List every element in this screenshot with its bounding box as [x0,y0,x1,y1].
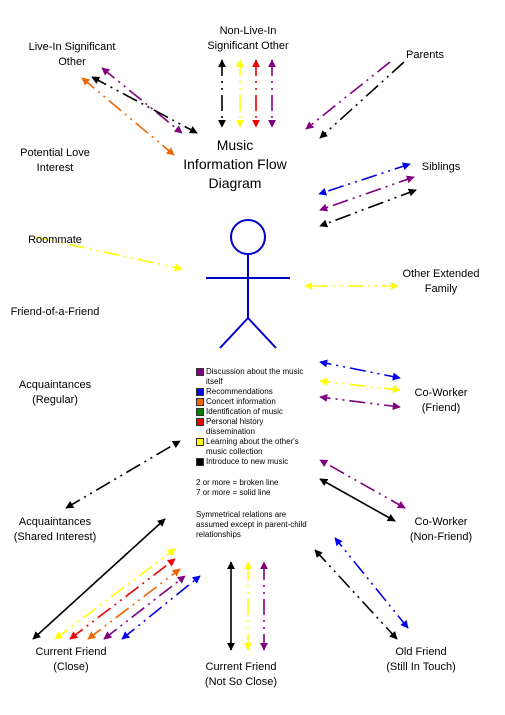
label-current-friend-not-so-close: Current Friend (Not So Close) [204,661,278,688]
figure-left-leg [219,317,249,349]
figure-right-leg [247,317,277,349]
label-parents: Parents [406,49,444,61]
legend-swatch-yellow [196,438,204,446]
label-potential-love-interest: Potential Love Interest [20,147,90,174]
legend-swatch-black [196,458,204,466]
arrow-acq-shared-black [65,440,181,509]
legend-item-identification: Identification of music [196,407,314,417]
arrow-coworker-friend-purple [319,393,401,411]
label-old-friend-still-in-touch: Old Friend (Still In Touch) [386,646,456,673]
arrow-live-in-black [91,76,198,134]
label-live-in-significant-other: Live-In Significant Other [28,41,116,68]
label-other-extended-family: Other Extended Family [402,268,480,295]
legend-swatch-green [196,408,204,416]
label-non-live-in-significant-other: Non-Live-In Significant Other [207,25,289,52]
arrow-old-friend-blue [334,537,409,629]
legend-swatch-orange [196,398,204,406]
legend: Discussion about the music itself Recomm… [196,367,314,540]
legend-item-discussion: Discussion about the music itself [196,367,314,387]
legend-swatch-blue [196,388,204,396]
legend-swatch-red [196,418,204,426]
diagram-title: Music Information Flow Diagram [183,137,287,191]
figure-head [230,219,266,255]
label-acquaintances-shared-interest: Acquaintances (Shared Interest) [13,516,97,543]
legend-note-symmetric: Symmetrical relations are assumed except… [196,510,307,539]
arrow-cf-close-blue [121,575,201,640]
arrow-coworker-friend-blue [319,359,401,381]
label-roommate: Roommate [28,234,82,246]
label-acquaintances-regular: Acquaintances (Regular) [18,379,92,406]
arrow-parents-black [319,61,405,139]
legend-item-recommendations: Recommendations [196,387,314,397]
label-co-worker-non-friend: Co-Worker (Non-Friend) [409,516,473,543]
legend-note-solid: 7 or more = solid line [196,488,271,497]
legend-swatch-purple [196,368,204,376]
legend-item-concert: Concert information [196,397,314,407]
legend-item-learning: Learning about the other's music collect… [196,437,314,457]
arrow-roommate-yellow [34,236,183,272]
label-friend-of-a-friend: Friend-of-a-Friend [10,306,100,318]
arrow-siblings-black [319,188,417,228]
arrow-coworker-nonfriend-black [319,478,396,522]
label-co-worker-friend: Co-Worker (Friend) [414,387,468,414]
arrow-live-in-orange [81,77,175,156]
legend-item-personal-history: Personal history dissemination [196,417,314,437]
label-current-friend-close: Current Friend (Close) [35,646,107,673]
legend-note-broken: 2 or more = broken line [196,478,279,487]
arrow-coworker-friend-yellow [319,377,401,394]
legend-item-introduce: Introduce to new music [196,457,314,467]
label-siblings: Siblings [421,161,461,173]
